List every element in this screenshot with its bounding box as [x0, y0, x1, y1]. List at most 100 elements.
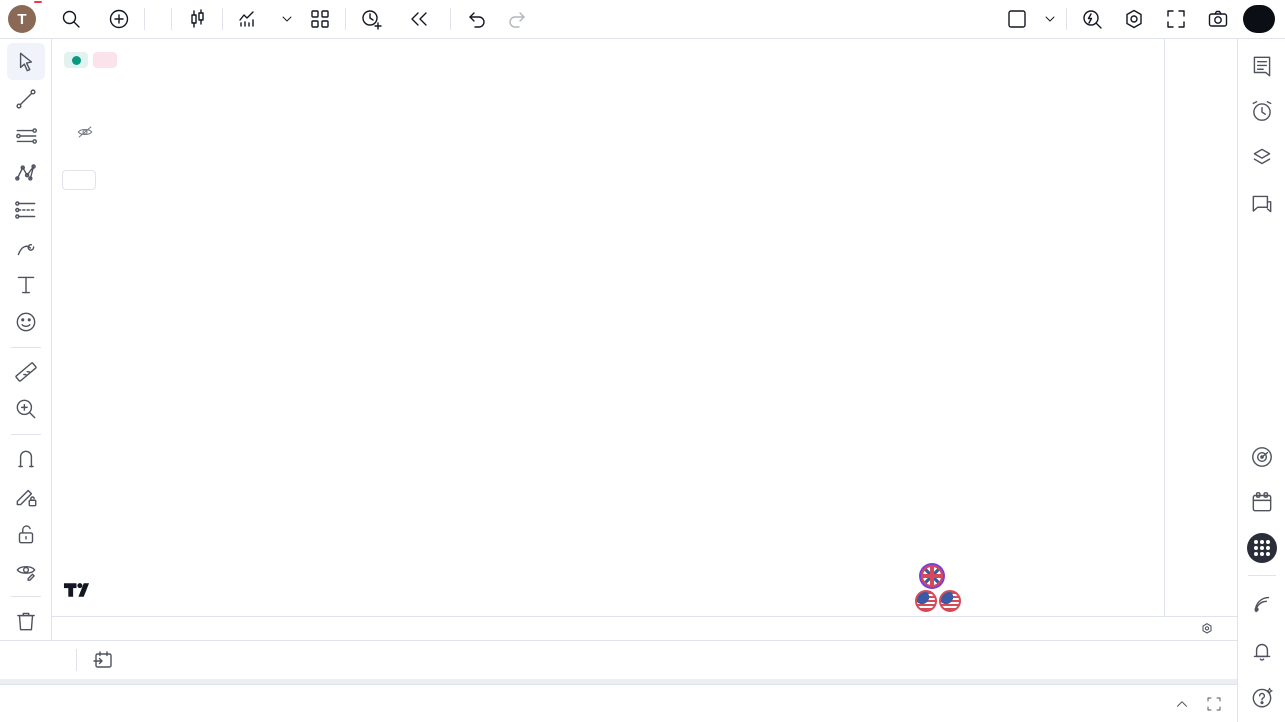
- trash-icon: [16, 613, 35, 631]
- smiley-icon: [16, 312, 35, 332]
- watchlist-button[interactable]: [1245, 49, 1279, 83]
- trend-line-tool-button[interactable]: [7, 80, 45, 117]
- indicators-button[interactable]: [227, 4, 275, 34]
- tradingview-logo[interactable]: [63, 578, 97, 602]
- layout-square-icon: [1008, 10, 1026, 28]
- separator: [144, 8, 145, 30]
- publish-button[interactable]: [1243, 5, 1275, 33]
- help-button[interactable]: [1245, 680, 1279, 714]
- panel-divider: [0, 679, 1237, 684]
- bottom-tabs-bar: [0, 684, 1237, 722]
- fullscreen-button[interactable]: [1155, 4, 1197, 34]
- magnet-icon: [17, 450, 34, 467]
- series-approx-icon[interactable]: [93, 52, 117, 68]
- series-dot-icon: [71, 55, 81, 65]
- symbol-search-button[interactable]: [50, 4, 98, 34]
- time-axis[interactable]: [52, 616, 1237, 640]
- legend-vol-hidden-row[interactable]: [64, 120, 162, 144]
- chat-button[interactable]: [1245, 187, 1279, 221]
- interval-button[interactable]: [149, 4, 167, 34]
- search-icon: [62, 10, 80, 28]
- price-axis[interactable]: [1164, 39, 1237, 640]
- separator: [76, 649, 77, 671]
- indicators-dropdown-arrow[interactable]: [275, 4, 299, 34]
- undo-icon: [469, 12, 485, 28]
- indicators-icon: [239, 11, 254, 27]
- settings-button[interactable]: [1113, 4, 1155, 34]
- apps-grid-icon: [1247, 533, 1277, 563]
- layout-button[interactable]: [996, 4, 1038, 34]
- alert-button[interactable]: [350, 4, 398, 34]
- quick-search-button[interactable]: [1071, 4, 1113, 34]
- zoom-tool-button[interactable]: [7, 391, 45, 428]
- legend-ema-slow-row[interactable]: [64, 96, 162, 120]
- screener-button[interactable]: [1245, 440, 1279, 474]
- maximize-panel-icon[interactable]: [1205, 695, 1223, 713]
- expand-panel-chevron-icon[interactable]: [1173, 695, 1191, 713]
- legend-collapse-button[interactable]: [62, 170, 96, 190]
- parallel-lines-icon: [15, 128, 37, 144]
- cursor-tool-button[interactable]: [6, 43, 45, 81]
- horizontal-lines-tool-button[interactable]: [7, 117, 45, 154]
- snapshot-button[interactable]: [1197, 4, 1239, 34]
- calendar-icon: [1252, 492, 1272, 512]
- alerts-panel-button[interactable]: [1245, 94, 1279, 128]
- trend-line-icon: [15, 89, 36, 109]
- measure-tool-button[interactable]: [7, 354, 45, 391]
- right-sidebar: [1237, 39, 1285, 722]
- redo-button[interactable]: [497, 4, 539, 34]
- eye-slash-icon[interactable]: [75, 122, 95, 142]
- ruler-icon: [14, 362, 37, 382]
- price-chart[interactable]: [52, 39, 1165, 640]
- chart-style-button[interactable]: [176, 4, 218, 34]
- templates-grid-icon: [311, 10, 329, 28]
- hide-drawings-button[interactable]: [7, 553, 45, 590]
- data-feed-button[interactable]: [1245, 586, 1279, 620]
- brush-icon: [17, 243, 34, 255]
- lock-drawings-button[interactable]: [7, 515, 45, 552]
- notification-count-badge: [33, 0, 43, 4]
- magnet-mode-button[interactable]: [7, 441, 45, 478]
- indicator-templates-button[interactable]: [299, 4, 341, 34]
- legend-ema-fast-row[interactable]: [64, 72, 162, 96]
- object-tree-button[interactable]: [1245, 140, 1279, 174]
- text-icon: [17, 276, 34, 294]
- go-to-date-button[interactable]: [87, 645, 119, 675]
- signal-icon: [1254, 596, 1270, 613]
- usd-flag-icon-2: [939, 590, 961, 612]
- drawing-toolbar: [0, 39, 52, 640]
- drawing-mode-button[interactable]: [7, 478, 45, 515]
- pencil-lock-icon: [16, 489, 36, 507]
- text-tool-button[interactable]: [7, 266, 45, 303]
- layout-dropdown-arrow[interactable]: [1038, 4, 1062, 34]
- user-avatar[interactable]: T: [8, 0, 43, 33]
- brush-tool-button[interactable]: [7, 229, 45, 266]
- undo-button[interactable]: [455, 4, 497, 34]
- pattern-tool-button[interactable]: [7, 155, 45, 192]
- compare-add-button[interactable]: [98, 4, 140, 34]
- notifications-button[interactable]: [1245, 634, 1279, 668]
- replay-button[interactable]: [398, 4, 446, 34]
- fib-tool-button[interactable]: [7, 192, 45, 229]
- replay-icon: [411, 12, 427, 26]
- calendar-button[interactable]: [1245, 485, 1279, 519]
- fib-retracement-icon: [14, 201, 35, 220]
- emoji-tool-button[interactable]: [7, 303, 45, 340]
- separator: [450, 8, 451, 30]
- legend-vol-row[interactable]: [64, 144, 162, 168]
- watchlist-icon: [1253, 56, 1271, 77]
- radar-icon: [1252, 447, 1272, 467]
- separator: [10, 595, 41, 597]
- top-toolbar: T: [0, 0, 1285, 39]
- series-visibility-icon[interactable]: [64, 52, 88, 68]
- xabcd-pattern-icon: [14, 164, 36, 181]
- go-to-date-icon: [93, 651, 112, 668]
- apps-button[interactable]: [1245, 531, 1279, 565]
- alert-clock-icon: [362, 10, 382, 30]
- alarm-clock-icon: [1252, 101, 1272, 121]
- camera-icon: [1208, 10, 1228, 27]
- remove-drawings-button[interactable]: [7, 603, 45, 640]
- tradingview-mark-icon: [63, 583, 90, 597]
- chart-legend: [64, 48, 162, 168]
- axis-settings-gear-icon[interactable]: [1199, 621, 1215, 637]
